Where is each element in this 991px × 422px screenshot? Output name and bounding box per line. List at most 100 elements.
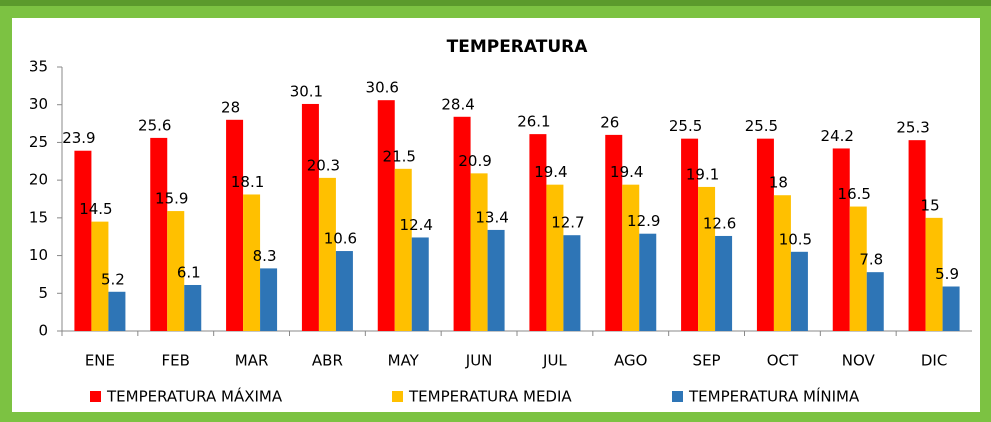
data-label: 20.9 [458,152,491,170]
data-label: 23.9 [62,129,95,147]
data-label: 5.2 [101,270,125,288]
data-label: 8.3 [253,247,277,265]
data-label: 25.3 [896,119,929,137]
chart-title: TEMPERATURA [447,37,589,57]
x-tick-label: NOV [842,352,876,370]
bar [925,217,943,331]
bar [243,194,261,331]
y-tick-label: 35 [29,58,48,76]
legend-label: TEMPERATURA MÍNIMA [688,387,860,406]
data-label: 20.3 [307,156,340,174]
data-label: 26 [600,113,619,131]
data-label: 12.4 [400,216,433,234]
data-label: 6.1 [177,263,201,281]
data-label: 10.6 [324,230,357,248]
data-label: 7.8 [859,251,883,269]
bar [470,173,488,331]
legend-swatch [90,391,101,402]
data-label: 21.5 [383,147,416,165]
bar [394,168,412,331]
legend-label: TEMPERATURA MÁXIMA [106,387,283,406]
bar [529,134,547,331]
bar [908,140,926,331]
data-label: 19.1 [686,165,719,183]
frame-top [0,0,991,6]
data-label: 28 [221,98,240,116]
data-label: 10.5 [779,230,812,248]
data-label: 25.5 [669,117,702,135]
data-label: 12.9 [627,212,660,230]
bar [790,251,808,331]
data-label: 12.7 [551,214,584,232]
bar [260,268,278,331]
y-tick-label: 10 [29,246,48,264]
bar [681,138,699,331]
y-tick-label: 5 [38,284,48,302]
bar [318,177,336,331]
data-label: 19.4 [534,163,567,181]
data-label: 19.4 [610,163,643,181]
data-label: 18 [769,174,788,192]
data-label: 28.4 [441,95,474,113]
bar [91,221,109,331]
data-label: 14.5 [79,200,112,218]
legend-swatch [672,391,683,402]
bar [301,103,319,332]
bar [487,229,505,331]
data-label: 26.1 [517,113,550,131]
bar [150,137,168,331]
bar [335,251,353,331]
x-tick-label: MAY [388,352,420,370]
data-label: 16.5 [838,185,871,203]
bar [605,134,623,331]
legend-label: TEMPERATURA MEDIA [408,388,572,406]
y-tick-label: 20 [29,171,48,189]
x-tick-label: AGO [614,352,647,370]
bar [453,116,471,331]
x-tick-label: OCT [767,352,799,370]
data-label: 13.4 [475,208,508,226]
bar [942,286,960,331]
bar [756,138,774,331]
data-label: 5.9 [935,265,959,283]
y-tick-label: 30 [29,95,48,113]
bar [184,284,202,331]
data-label: 30.1 [290,82,323,100]
bar [698,186,716,331]
bar [74,150,92,331]
bar [773,195,791,331]
data-label: 18.1 [231,173,264,191]
x-tick-label: FEB [162,352,190,370]
data-label: 30.6 [366,79,399,97]
x-tick-label: MAR [235,352,269,370]
y-tick-label: 15 [29,208,48,226]
bar [832,148,850,331]
bar [639,233,657,331]
data-label: 25.6 [138,116,171,134]
bar [411,237,429,331]
y-tick-label: 25 [29,133,48,151]
bar [715,235,733,331]
legend-swatch [392,391,403,402]
bar [167,211,185,331]
bar [226,119,244,331]
data-label: 24.2 [821,127,854,145]
bar [622,184,640,331]
data-label: 15 [921,196,940,214]
data-label: 12.6 [703,214,736,232]
bar [866,272,884,331]
bar [377,100,395,331]
x-tick-label: SEP [693,352,721,370]
x-tick-label: JUL [542,352,567,370]
y-tick-label: 0 [38,322,48,340]
x-tick-label: JUN [465,352,493,370]
bar [849,206,867,331]
bar [546,184,564,331]
bar [563,235,581,331]
x-tick-label: ENE [85,352,115,370]
data-label: 25.5 [745,117,778,135]
x-tick-label: DIC [921,352,947,370]
x-tick-label: ABR [312,352,343,370]
